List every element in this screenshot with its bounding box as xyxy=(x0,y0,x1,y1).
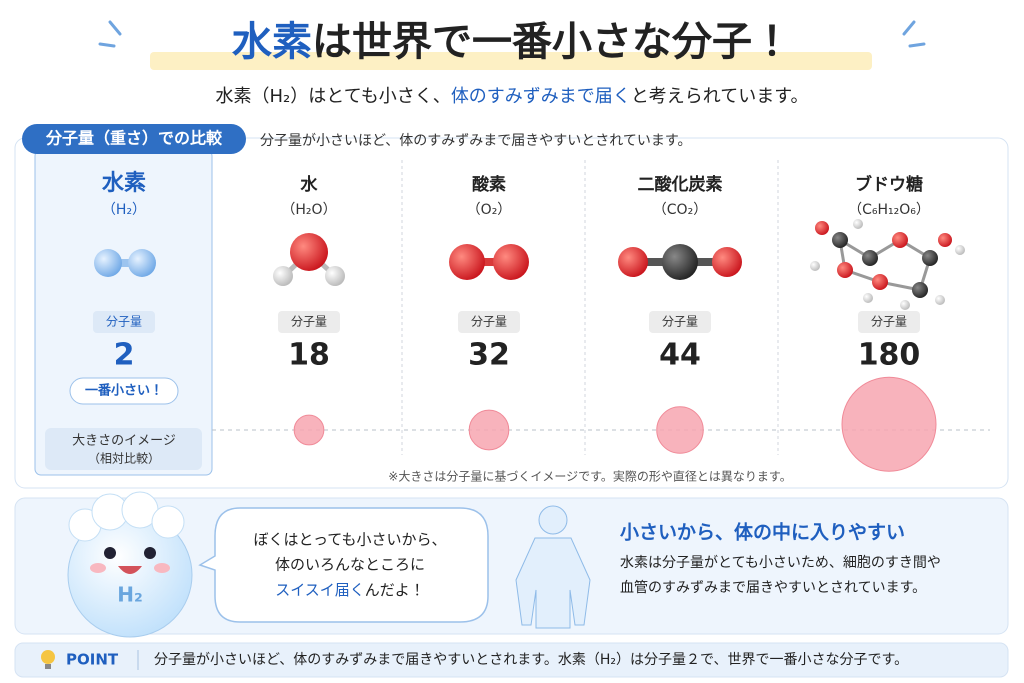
speech-end: んだよ！ xyxy=(365,581,425,599)
weight-value: 32 xyxy=(468,338,510,373)
co2-model xyxy=(618,244,742,280)
point-bulb-base xyxy=(45,664,51,669)
title-highlight: 水素 xyxy=(231,19,312,65)
molecule-formula: （H₂O） xyxy=(281,202,336,218)
speech-line: スイスイ届くんだよ！ xyxy=(275,581,425,599)
weight-value: 44 xyxy=(659,338,701,373)
comparison-label: 分子量（重さ）での比較 xyxy=(45,129,223,148)
point-bar xyxy=(14,642,1009,678)
size-circle xyxy=(468,409,510,451)
h2-character xyxy=(67,491,193,638)
weight-label: 分子量 xyxy=(106,315,142,329)
weight-label: 分子量 xyxy=(471,315,507,329)
weight-label-box xyxy=(278,311,340,333)
weight-value: 2 xyxy=(114,338,135,373)
molecule-name: 二酸化炭素 xyxy=(638,174,723,195)
speech-highlight: スイスイ届く xyxy=(275,581,365,599)
speech-line: ぼくはとっても小さいから、 xyxy=(253,531,446,549)
weight-label: 分子量 xyxy=(871,315,907,329)
title-sparkles xyxy=(98,20,926,48)
weight-label-box xyxy=(649,311,711,333)
explanation-heading: 小さいから、体の中に入りやすい xyxy=(620,521,905,544)
body-figure xyxy=(515,505,591,629)
o2-model xyxy=(449,244,529,280)
size-label: 大きさのイメージ xyxy=(72,434,176,449)
molecule-name: 水素 xyxy=(101,170,146,196)
subtitle-end: と考えられています。 xyxy=(631,86,809,107)
speech-line: 体のいろんなところに xyxy=(275,556,425,574)
footnote: ※大きさは分子量に基づくイメージです。実際の形や直径とは異なります。 xyxy=(388,469,791,484)
character-label: H₂ xyxy=(117,583,143,607)
molecule-columns: 水素 （H₂） 分子量 2 水 （H₂O） 分子量 18 酸素 （O₂） 分子量 32 二酸化炭素 （CO… xyxy=(93,170,937,472)
molecule-formula: （O₂） xyxy=(467,202,512,218)
molecule-name: 水 xyxy=(300,174,319,195)
h2-model xyxy=(94,249,156,277)
speech-bubble xyxy=(198,507,489,623)
weight-label-box xyxy=(93,311,155,333)
weight-label: 分子量 xyxy=(662,315,698,329)
size-circle xyxy=(656,406,704,454)
title: 水素は世界で一番小さな分子！ xyxy=(231,19,792,65)
explanation-line: 水素は分子量がとても小さいため、細胞のすき間や xyxy=(620,555,941,571)
title-rest: は世界で一番小さな分子！ xyxy=(312,19,792,65)
weight-label-box xyxy=(858,311,920,333)
comparison-note: 分子量が小さいほど、体のすみずみまで届きやすいとされています。 xyxy=(260,133,691,149)
molecule-name: ブドウ糖 xyxy=(855,174,923,195)
subtitle-start: 水素（H₂）はとても小さく、 xyxy=(216,86,451,107)
glucose-model xyxy=(810,219,965,310)
smallest-badge-box xyxy=(69,377,179,405)
column-dividers xyxy=(401,160,779,455)
size-label-box xyxy=(45,428,202,470)
weight-value: 180 xyxy=(858,338,921,373)
weight-value: 18 xyxy=(288,338,330,373)
molecule-formula: （CO₂） xyxy=(653,202,707,218)
molecule-formula: （H₂） xyxy=(102,202,146,218)
weight-label: 分子量 xyxy=(291,315,327,329)
size-sublabel: （相対比較） xyxy=(88,452,160,466)
size-circle xyxy=(293,414,325,446)
point-text: 分子量が小さいほど、体のすみずみまで届きやすいとされます。水素（H₂）は分子量２… xyxy=(154,652,908,668)
smallest-badge: 一番小さい！ xyxy=(85,383,163,399)
molecule-formula: （C₆H₁₂O₆） xyxy=(848,202,930,218)
weight-label-box xyxy=(458,311,520,333)
point-bulb xyxy=(41,650,55,664)
point-label: POINT xyxy=(66,651,119,669)
title-underline xyxy=(150,52,872,70)
explanation-line: 血管のすみずみまで届きやすいとされています。 xyxy=(620,580,926,596)
molecule-name: 酸素 xyxy=(472,174,506,195)
subtitle: 水素（H₂）はとても小さく、体のすみずみまで届くと考えられています。 xyxy=(216,86,809,107)
h2o-model xyxy=(273,233,345,286)
subtitle-highlight: 体のすみずみまで届く xyxy=(451,86,631,107)
comparison-label-pill xyxy=(22,124,246,154)
size-circle xyxy=(841,376,937,472)
